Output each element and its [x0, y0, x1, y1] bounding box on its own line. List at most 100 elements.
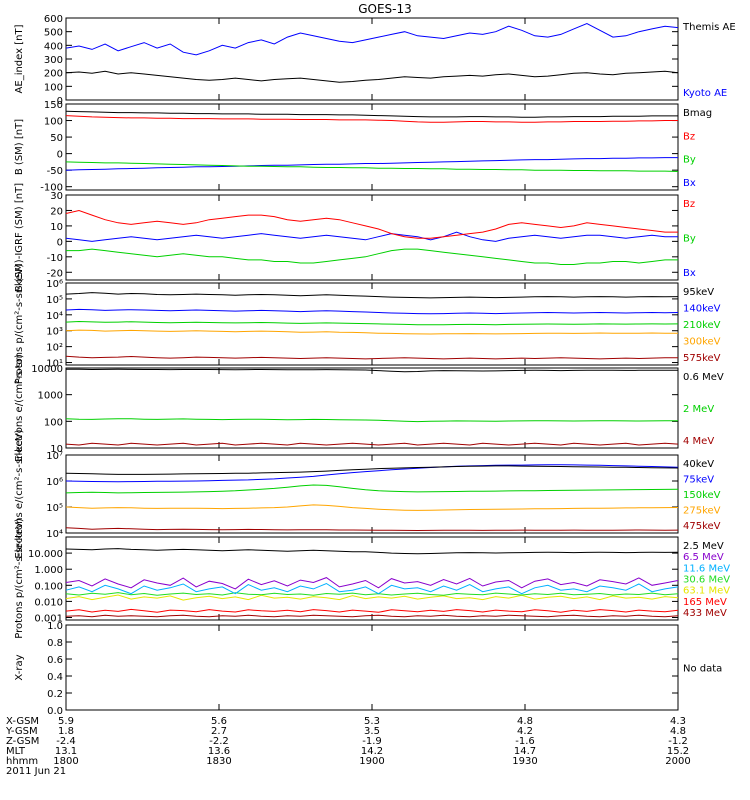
legend-label: 475keV [683, 521, 721, 532]
legend-label: 165 MeV [683, 597, 727, 608]
series-line-6.5-mev [65, 577, 679, 590]
footer-row-hhmm: hhmm 1800 1830 1900 1930 2000 [6, 757, 696, 767]
y-tick-label: 10⁴ [46, 311, 63, 322]
y-tick-label: 10⁷ [46, 451, 63, 462]
y-tick-label: 100 [44, 117, 63, 128]
footer-date: 2011 Jun 21 [6, 767, 696, 777]
legend-label: By [683, 234, 696, 245]
footer-value: 13.6 [207, 746, 231, 757]
series-line-4-mev [65, 442, 679, 446]
y-tick-label: 0 [57, 96, 63, 107]
footer-value: 1.8 [58, 726, 74, 737]
series-line-150kev [65, 484, 679, 494]
y-tick-label: 600 [44, 14, 63, 25]
y-tick-label: 0.0 [47, 706, 63, 717]
y-tick-label: 10 [50, 444, 63, 455]
y-tick-label: 10⁶ [46, 279, 63, 290]
series-line-40kev [65, 465, 679, 475]
series-line-kyoto-ae [65, 22, 679, 56]
legend-label: Bx [683, 178, 696, 189]
panel-frame [65, 194, 679, 281]
footer-value: 14.2 [360, 746, 384, 757]
footer-value: 4.2 [517, 726, 533, 737]
footer-value: 4.8 [670, 726, 686, 737]
y-tick-label: 0.2 [47, 689, 63, 700]
legend-label: Bz [683, 131, 695, 142]
y-tick-label: 500 [44, 28, 63, 39]
legend-label: 2.5 MeV [683, 541, 724, 552]
footer-value: -1.9 [362, 736, 382, 747]
series-line-433-mev [65, 614, 679, 618]
footer-value: -1.2 [668, 736, 688, 747]
y-axis-label: Electrons e/(cm²-s-sr) [14, 354, 25, 462]
legend-label: 11.6 MeV [683, 563, 730, 574]
panel-frame [65, 624, 679, 711]
y-tick-label: 10³ [46, 327, 63, 338]
legend-label: 0.6 MeV [683, 372, 724, 383]
footer-value: 5.9 [58, 716, 74, 727]
panel-5: 10 100 1000 10000 Electrons e/(cm²-s-sr) 4 Me… [14, 354, 724, 462]
footer-row-x-gsm: X-GSM 5.9 5.6 5.3 4.8 4.3 [6, 717, 696, 727]
footer-value: 1930 [512, 756, 538, 767]
legend-label: Bx [683, 268, 696, 279]
footer-value: 4.3 [670, 716, 686, 727]
series-line-300kev [65, 329, 678, 335]
y-tick-label: -100 [40, 183, 63, 194]
legend-label: 75keV [683, 475, 714, 486]
y-tick-label: 10⁵ [46, 503, 63, 514]
y-tick-label: -10 [47, 253, 63, 264]
y-axis-label: X-ray [14, 654, 25, 680]
y-tick-label: 10.000 [28, 549, 63, 560]
series-line-11.6-mev [65, 582, 679, 595]
panel-4: 10¹ 10² 10³ 10⁴ 10⁵ 10⁶ Protons p/(cm²-s-sr-ke… [14, 264, 721, 385]
y-tick-label: 0.010 [34, 597, 63, 608]
y-tick-label: 200 [44, 69, 63, 80]
footer-row-label: MLT [6, 746, 25, 757]
legend-label: 275keV [683, 506, 721, 517]
panel-2: -100 -50 0 50 100 150 B (SM) [nT] Bx By Bz Bmag [14, 100, 712, 194]
footer-value: 3.5 [364, 726, 380, 737]
series-line-by [66, 248, 678, 265]
legend-label: 575keV [683, 353, 721, 364]
y-tick-label: 10² [46, 343, 63, 354]
y-tick-label: 0 [57, 150, 63, 161]
y-tick-label: 50 [50, 133, 63, 144]
y-tick-label: 1.0 [47, 621, 63, 632]
panel-8: 0.0 0.2 0.4 0.6 0.8 1.0 X-ray No data [14, 621, 722, 717]
legend-label: 433 MeV [683, 608, 727, 619]
y-tick-label: 30 [50, 191, 63, 202]
footer-value: 1800 [53, 756, 79, 767]
y-tick-label: 1.000 [34, 565, 63, 576]
legend-label: Bmag [683, 108, 712, 119]
legend-label: Kyoto AE [683, 88, 727, 99]
legend-label: Bz [683, 199, 695, 210]
series-line-bx [65, 231, 678, 242]
legend-label: 40keV [683, 459, 714, 470]
legend-label: 210keV [683, 320, 721, 331]
y-tick-label: -20 [47, 268, 63, 279]
series-line-140kev [65, 308, 679, 315]
series-line-0.6-mev [65, 368, 679, 373]
footer-value: 5.3 [364, 716, 380, 727]
series-line-210kev [65, 320, 679, 326]
plot-title: GOES-13 [358, 2, 412, 16]
footer-row-label: Z-GSM [6, 736, 40, 747]
panel-6: 10⁴ 10⁵ 10⁶ 10⁷ Electrons e/(cm²-s-sr-keV) 47… [14, 429, 721, 558]
y-tick-label: 0.100 [34, 581, 63, 592]
y-tick-label: -50 [47, 166, 63, 177]
y-tick-label: 10000 [31, 364, 63, 375]
y-axis-label: B (SM)-IGRF (SM) [nT] [14, 183, 25, 292]
series-line-bx [65, 157, 678, 171]
series-line-75kev [65, 464, 679, 483]
y-tick-label: 150 [44, 100, 63, 111]
footer-value: 2000 [665, 756, 691, 767]
series-line-475kev [65, 527, 679, 532]
y-tick-label: 0.8 [47, 638, 63, 649]
legend-label: By [683, 155, 696, 166]
footer-row-label: hhmm [6, 756, 39, 767]
legend-label: 95keV [683, 287, 714, 298]
panel-frame [65, 367, 679, 449]
footer-value: 1830 [206, 756, 232, 767]
